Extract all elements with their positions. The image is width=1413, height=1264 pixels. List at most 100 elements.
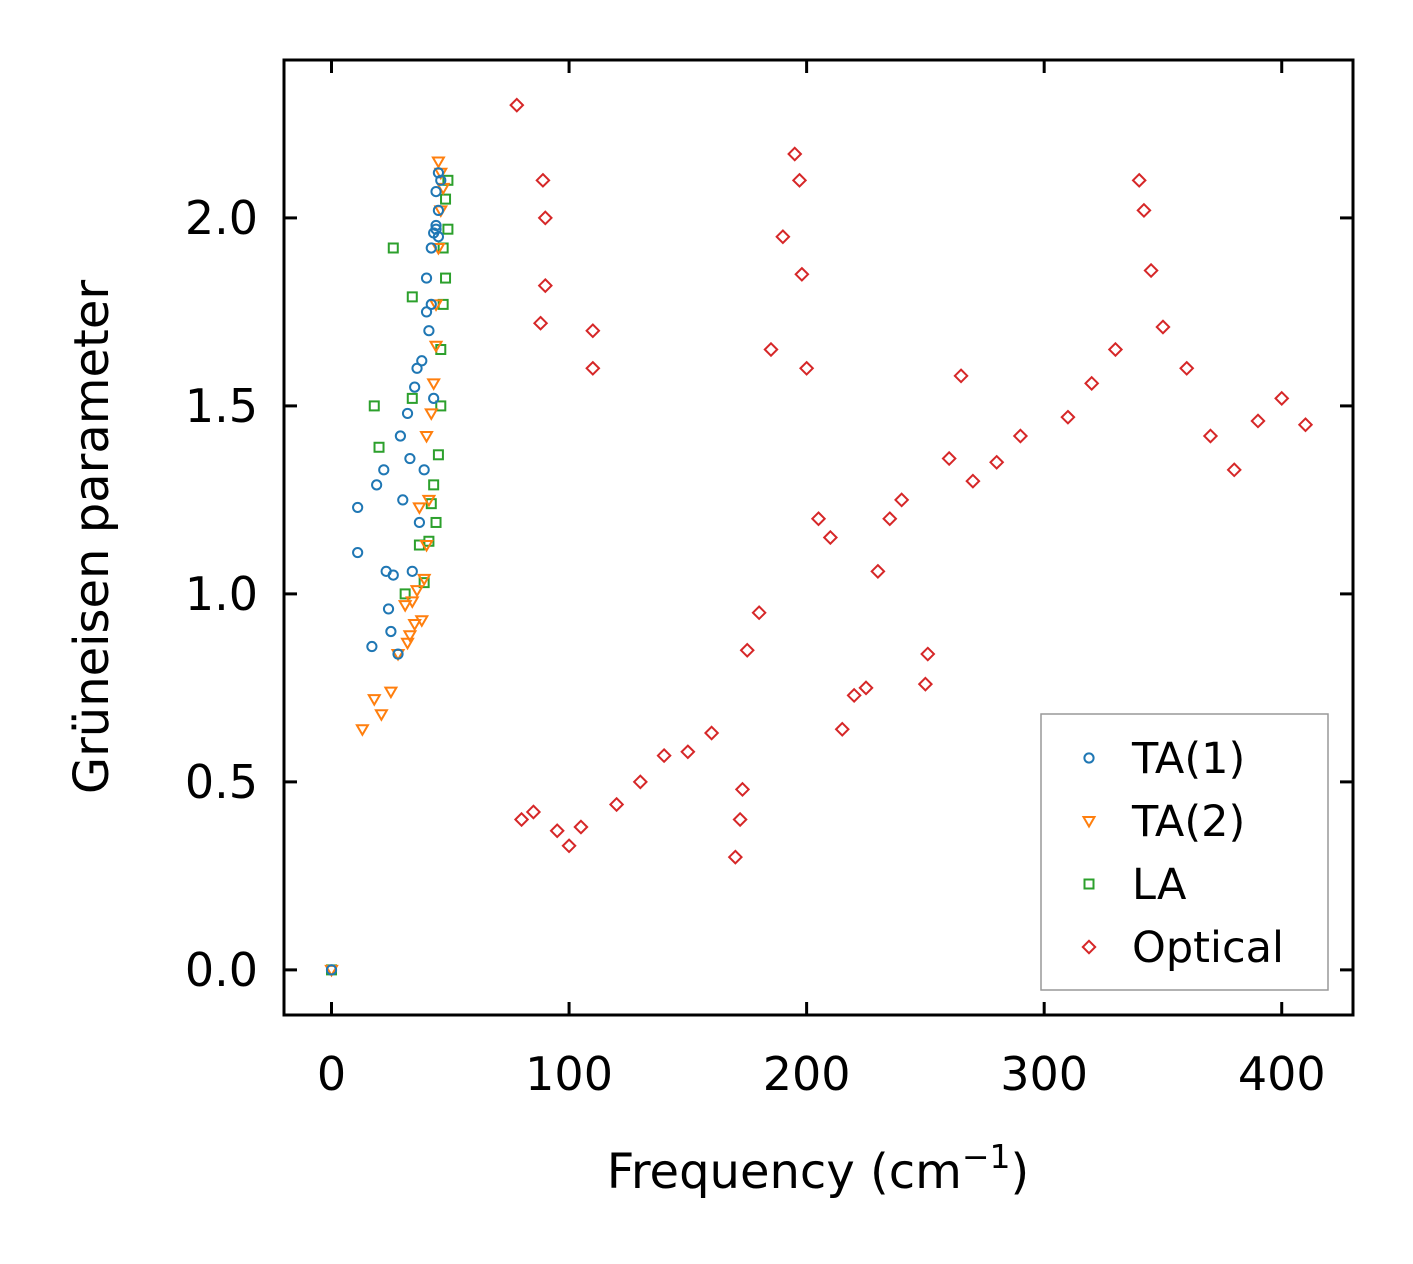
data-point xyxy=(1202,428,1219,444)
data-point xyxy=(1131,172,1147,188)
data-point xyxy=(1107,341,1124,358)
data-point xyxy=(608,796,625,813)
data-point xyxy=(858,680,874,696)
data-point xyxy=(734,781,751,798)
data-point xyxy=(400,637,415,651)
data-point xyxy=(352,501,364,514)
data-point xyxy=(917,676,934,692)
data-point xyxy=(727,849,743,865)
data-point xyxy=(537,277,553,294)
data-point xyxy=(399,588,411,600)
axis-ticks: 0 100 200 300 400 0.0 0.5 1.0 1.5 2.0 xyxy=(185,60,1353,1101)
data-point xyxy=(378,464,390,476)
data-point xyxy=(822,529,838,546)
data-point xyxy=(366,640,378,653)
data-point xyxy=(440,272,452,284)
data-point xyxy=(413,516,426,529)
data-point xyxy=(432,449,444,461)
data-point xyxy=(535,172,551,188)
data-point xyxy=(775,229,791,245)
data-point xyxy=(423,325,435,337)
data-point xyxy=(1012,428,1029,444)
data-point xyxy=(1084,375,1100,391)
data-point xyxy=(368,400,380,412)
data-point xyxy=(373,441,385,453)
data-point xyxy=(680,744,696,760)
data-point xyxy=(573,819,589,835)
data-point xyxy=(392,648,404,660)
data-point xyxy=(751,605,767,621)
data-point xyxy=(430,185,442,198)
data-point xyxy=(406,392,418,404)
x-tick-label: 200 xyxy=(763,1047,851,1101)
data-point xyxy=(525,804,542,820)
data-point xyxy=(894,492,910,508)
data-point xyxy=(941,450,957,467)
data-point xyxy=(442,223,454,235)
data-point xyxy=(846,687,862,704)
data-point xyxy=(325,964,338,976)
data-point xyxy=(1274,390,1290,407)
plot-frame xyxy=(282,58,1355,1017)
data-point xyxy=(431,156,446,170)
data-point xyxy=(585,360,601,376)
legend-marker xyxy=(1083,878,1095,890)
legend-label-ta1: TA(1) xyxy=(1131,734,1245,784)
data-point xyxy=(416,573,432,587)
legend-label-ta2: TA(2) xyxy=(1131,797,1245,847)
data-point xyxy=(428,392,440,404)
data-point xyxy=(791,172,808,188)
data-point xyxy=(561,838,577,854)
data-point xyxy=(352,546,364,559)
legend-box xyxy=(1040,713,1329,991)
data-point xyxy=(435,174,447,186)
data-point xyxy=(412,502,427,515)
data-point xyxy=(920,646,936,662)
data-point xyxy=(432,204,445,216)
data-point xyxy=(549,823,565,839)
data-point xyxy=(397,494,409,506)
series-optical xyxy=(509,97,1314,865)
legend-markers xyxy=(1081,752,1097,955)
data-point xyxy=(585,323,601,339)
data-point xyxy=(428,340,444,354)
legend: TA(1) TA(2) LA Optical xyxy=(1040,713,1329,991)
data-point xyxy=(418,577,430,589)
data-point xyxy=(385,625,397,638)
data-point xyxy=(406,291,418,303)
data-point xyxy=(834,721,850,737)
data-point xyxy=(419,430,434,444)
legend-label-optical: Optical xyxy=(1132,923,1284,973)
series-ta-1- xyxy=(325,167,447,976)
y-axis-label: Grüneisen parameter xyxy=(64,280,120,795)
legend-marker xyxy=(1083,752,1095,764)
data-point xyxy=(367,694,382,707)
data-point xyxy=(799,360,815,376)
data-point xyxy=(703,725,720,741)
data-point xyxy=(371,479,383,491)
data-point xyxy=(394,430,407,442)
legend-label-la: LA xyxy=(1132,860,1187,910)
y-tick-label: 2.0 xyxy=(185,191,258,245)
data-point xyxy=(513,811,530,828)
data-point xyxy=(407,618,422,632)
data-point xyxy=(632,774,648,790)
data-point xyxy=(414,615,430,628)
x-tick-label: 100 xyxy=(525,1047,613,1101)
data-point xyxy=(421,494,437,508)
data-point xyxy=(432,231,445,243)
y-tick-label: 0.0 xyxy=(185,943,258,997)
data-point xyxy=(739,642,755,658)
data-point xyxy=(532,315,549,331)
data-point xyxy=(409,381,421,393)
data-point xyxy=(416,355,428,367)
data-point xyxy=(1155,319,1171,335)
data-point xyxy=(387,569,399,581)
data-point xyxy=(387,242,399,254)
data-point xyxy=(656,747,672,764)
data-point xyxy=(419,540,434,553)
data-point xyxy=(424,408,439,421)
data-point xyxy=(430,516,442,528)
x-tick-label: 0 xyxy=(317,1047,346,1101)
